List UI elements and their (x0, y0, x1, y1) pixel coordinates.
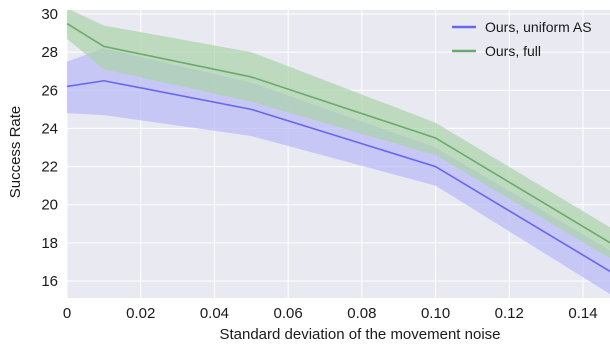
x-tick-label: 0.14 (568, 305, 597, 322)
confidence-band-1 (67, 10, 610, 259)
legend-label-uniform-as: Ours, uniform AS (485, 19, 592, 35)
x-tick-label: 0.08 (347, 305, 376, 322)
y-tick-label: 18 (41, 235, 58, 252)
x-tick-label: 0.02 (126, 305, 155, 322)
y-tick-label: 22 (41, 159, 58, 176)
confidence-bands (67, 10, 610, 294)
y-tick-label: 16 (41, 273, 58, 290)
x-tick-label: 0.04 (200, 305, 229, 322)
y-tick-label: 24 (41, 120, 58, 137)
legend: Ours, uniform AS Ours, full (452, 19, 592, 59)
y-tick-label: 26 (41, 82, 58, 99)
grid (66, 10, 610, 298)
x-axis-ticks: 0 0.02 0.04 0.06 0.08 0.10 0.12 0.14 (63, 305, 598, 322)
x-tick-label: 0.10 (421, 305, 450, 322)
y-axis-label: Success Rate (7, 106, 24, 199)
series-lines (67, 22, 610, 273)
confidence-band-0 (67, 48, 610, 294)
y-tick-label: 30 (41, 6, 58, 23)
y-axis-ticks: 16 18 20 22 24 26 28 30 (41, 6, 58, 290)
x-tick-label: 0.12 (495, 305, 524, 322)
x-tick-label: 0 (63, 305, 71, 322)
x-axis-label: Standard deviation of the movement noise (219, 326, 500, 343)
y-tick-label: 28 (41, 44, 58, 61)
x-tick-label: 0.06 (274, 305, 303, 322)
y-tick-label: 20 (41, 197, 58, 214)
legend-label-full: Ours, full (485, 43, 541, 59)
